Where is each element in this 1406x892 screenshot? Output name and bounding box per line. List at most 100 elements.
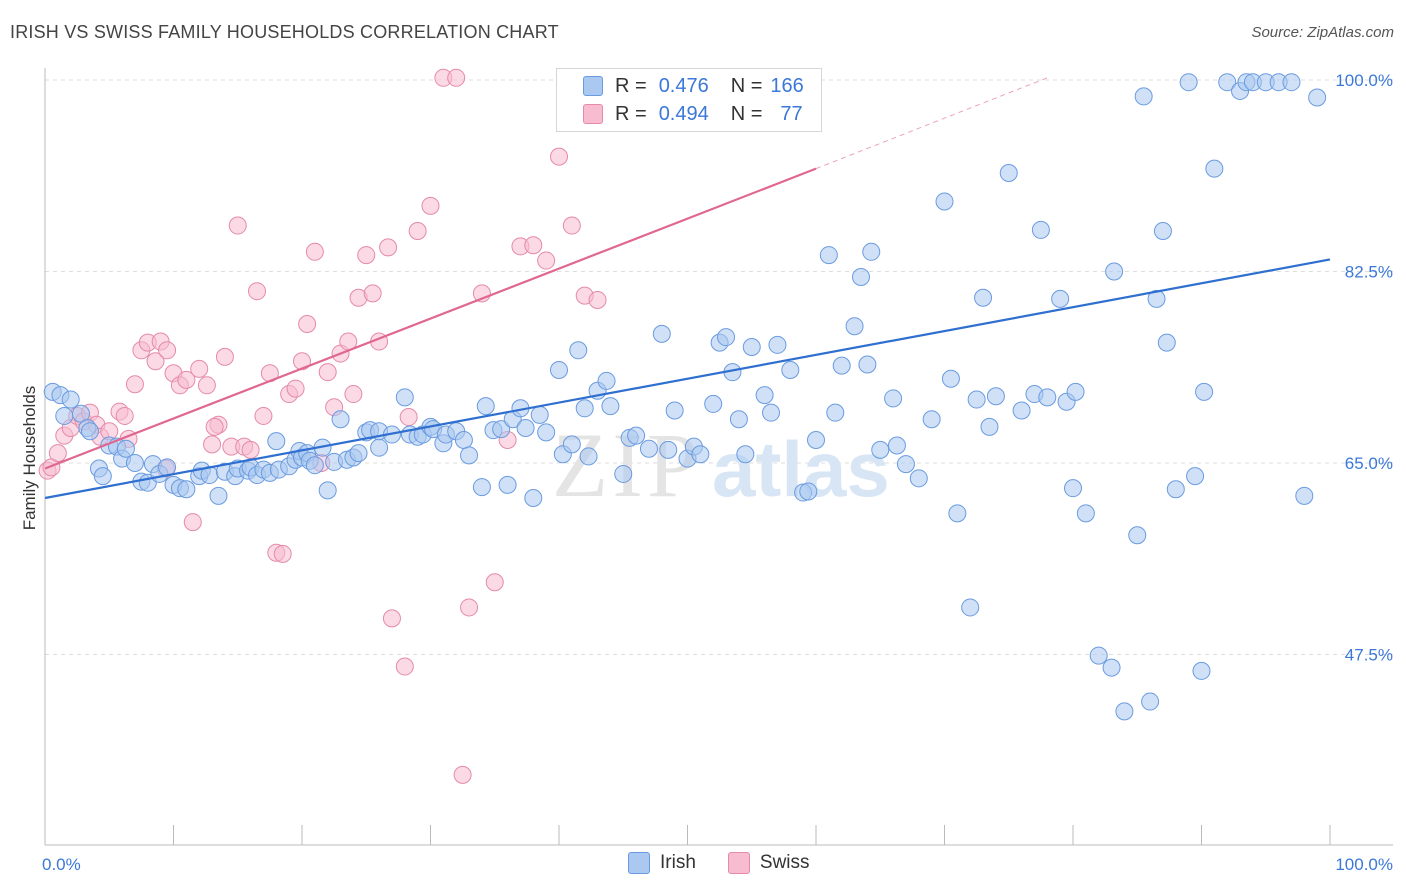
correlation-legend: R = 0.476 N = 166 R = 0.494 N = 77 <box>556 68 822 132</box>
irish-point-104 <box>762 403 781 422</box>
irish-point-77 <box>550 360 568 379</box>
irish-point-145 <box>1147 289 1166 308</box>
irish-point-76 <box>537 423 556 442</box>
irish-point-103 <box>755 386 774 405</box>
irish-point-90 <box>652 324 671 343</box>
irish-point-129 <box>980 417 999 436</box>
irish-point-34 <box>267 432 286 451</box>
swiss-point-37 <box>273 544 292 563</box>
irish-point-130 <box>986 387 1005 406</box>
irish-point-92 <box>665 401 684 420</box>
swiss-point-51 <box>363 284 382 303</box>
swiss-point-23 <box>183 513 202 532</box>
swiss-swatch <box>583 104 603 124</box>
swiss-point-55 <box>395 657 414 676</box>
irish-point-113 <box>845 317 864 336</box>
swiss-point-17 <box>146 352 165 371</box>
irish-point-159 <box>1308 88 1327 107</box>
x-tick-label-start: 0.0% <box>42 855 81 874</box>
irish-point-81 <box>575 399 594 418</box>
swiss-point-25 <box>197 376 216 395</box>
irish-point-111 <box>826 403 845 422</box>
trendlines <box>44 77 1331 500</box>
swiss-point-14 <box>125 375 144 394</box>
irish-point-55 <box>395 388 414 407</box>
irish-point-115 <box>858 355 877 374</box>
irish-point-161 <box>1105 262 1124 281</box>
swiss-r-value: 0.494 <box>658 102 709 125</box>
swiss-point-34 <box>254 406 273 425</box>
irish-point-119 <box>887 436 906 455</box>
tick-labels: 100.0% 82.5% 65.0% 47.5% 0.0% 100.0% <box>42 71 1393 874</box>
swiss-point-53 <box>379 238 398 257</box>
swiss-point-75 <box>399 408 418 427</box>
irish-point-109 <box>807 431 825 450</box>
irish-point-46 <box>331 410 350 429</box>
swiss-r-label: R = <box>615 102 647 125</box>
irish-point-69 <box>492 420 511 439</box>
irish-point-142 <box>1115 702 1134 721</box>
irish-point-147 <box>1166 480 1185 499</box>
irish-point-158 <box>1295 486 1314 505</box>
swiss-trendline-extension <box>815 77 1048 170</box>
swiss-point-26 <box>203 435 222 454</box>
irish-point-136 <box>1051 289 1070 308</box>
gridlines <box>45 79 1393 655</box>
irish-point-144 <box>1141 692 1160 711</box>
irish-point-64 <box>454 431 473 450</box>
source-credit: Source: ZipAtlas.com <box>1251 24 1394 41</box>
irish-point-128 <box>974 288 993 307</box>
swiss-point-71 <box>588 290 607 309</box>
swiss-point-42 <box>305 242 324 261</box>
irish-point-3 <box>55 406 74 425</box>
irish-point-120 <box>896 455 915 474</box>
irish-r-label: R = <box>615 74 647 97</box>
series-legend: Irish Swiss <box>628 852 810 874</box>
irish-point-85 <box>601 397 620 416</box>
swiss-point-61 <box>460 598 479 617</box>
irish-point-114 <box>851 267 870 286</box>
irish-point-25 <box>209 486 228 505</box>
swiss-point-54 <box>382 609 401 628</box>
irish-point-127 <box>967 390 986 409</box>
swiss-point-33 <box>248 282 267 301</box>
swiss-legend-label: Swiss <box>759 852 810 873</box>
legend-row-irish: R = 0.476 N = 166 <box>557 73 810 99</box>
swiss-point-39 <box>286 379 305 398</box>
irish-point-84 <box>597 371 616 390</box>
irish-point-132 <box>1012 401 1031 420</box>
irish-legend-swatch <box>628 852 650 874</box>
irish-point-101 <box>736 445 755 464</box>
swiss-point-40 <box>293 352 311 371</box>
irish-point-122 <box>922 410 941 429</box>
swiss-n-value: 77 <box>780 102 803 125</box>
irish-point-112 <box>832 356 851 375</box>
legend-row-swiss: R = 0.494 N = 77 <box>557 101 810 127</box>
irish-point-75 <box>530 405 549 424</box>
swiss-point-59 <box>447 68 466 87</box>
irish-point-2 <box>61 390 80 409</box>
irish-point-164 <box>1186 467 1205 486</box>
irish-point-98 <box>717 328 736 347</box>
irish-legend-label: Irish <box>660 852 696 873</box>
irish-point-89 <box>639 439 658 458</box>
irish-point-79 <box>562 435 581 454</box>
swiss-point-63 <box>485 573 504 592</box>
irish-point-13 <box>125 454 144 472</box>
irish-point-106 <box>781 360 800 379</box>
irish-point-21 <box>177 480 196 499</box>
irish-point-121 <box>909 469 928 488</box>
irish-point-42 <box>305 456 324 475</box>
irish-point-105 <box>768 335 787 354</box>
swiss-legend-swatch <box>727 852 750 874</box>
irish-point-102 <box>742 338 761 357</box>
irish-point-96 <box>704 394 723 413</box>
irish-point-116 <box>862 242 881 261</box>
irish-point-150 <box>1205 159 1224 178</box>
irish-point-117 <box>871 440 890 459</box>
irish-swatch <box>583 76 603 96</box>
irish-point-73 <box>516 418 535 437</box>
irish-point-86 <box>614 464 633 483</box>
irish-points <box>43 73 1327 721</box>
